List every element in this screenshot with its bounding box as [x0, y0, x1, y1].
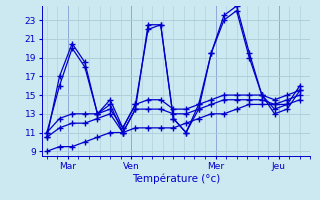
X-axis label: Température (°c): Température (°c): [132, 173, 220, 184]
